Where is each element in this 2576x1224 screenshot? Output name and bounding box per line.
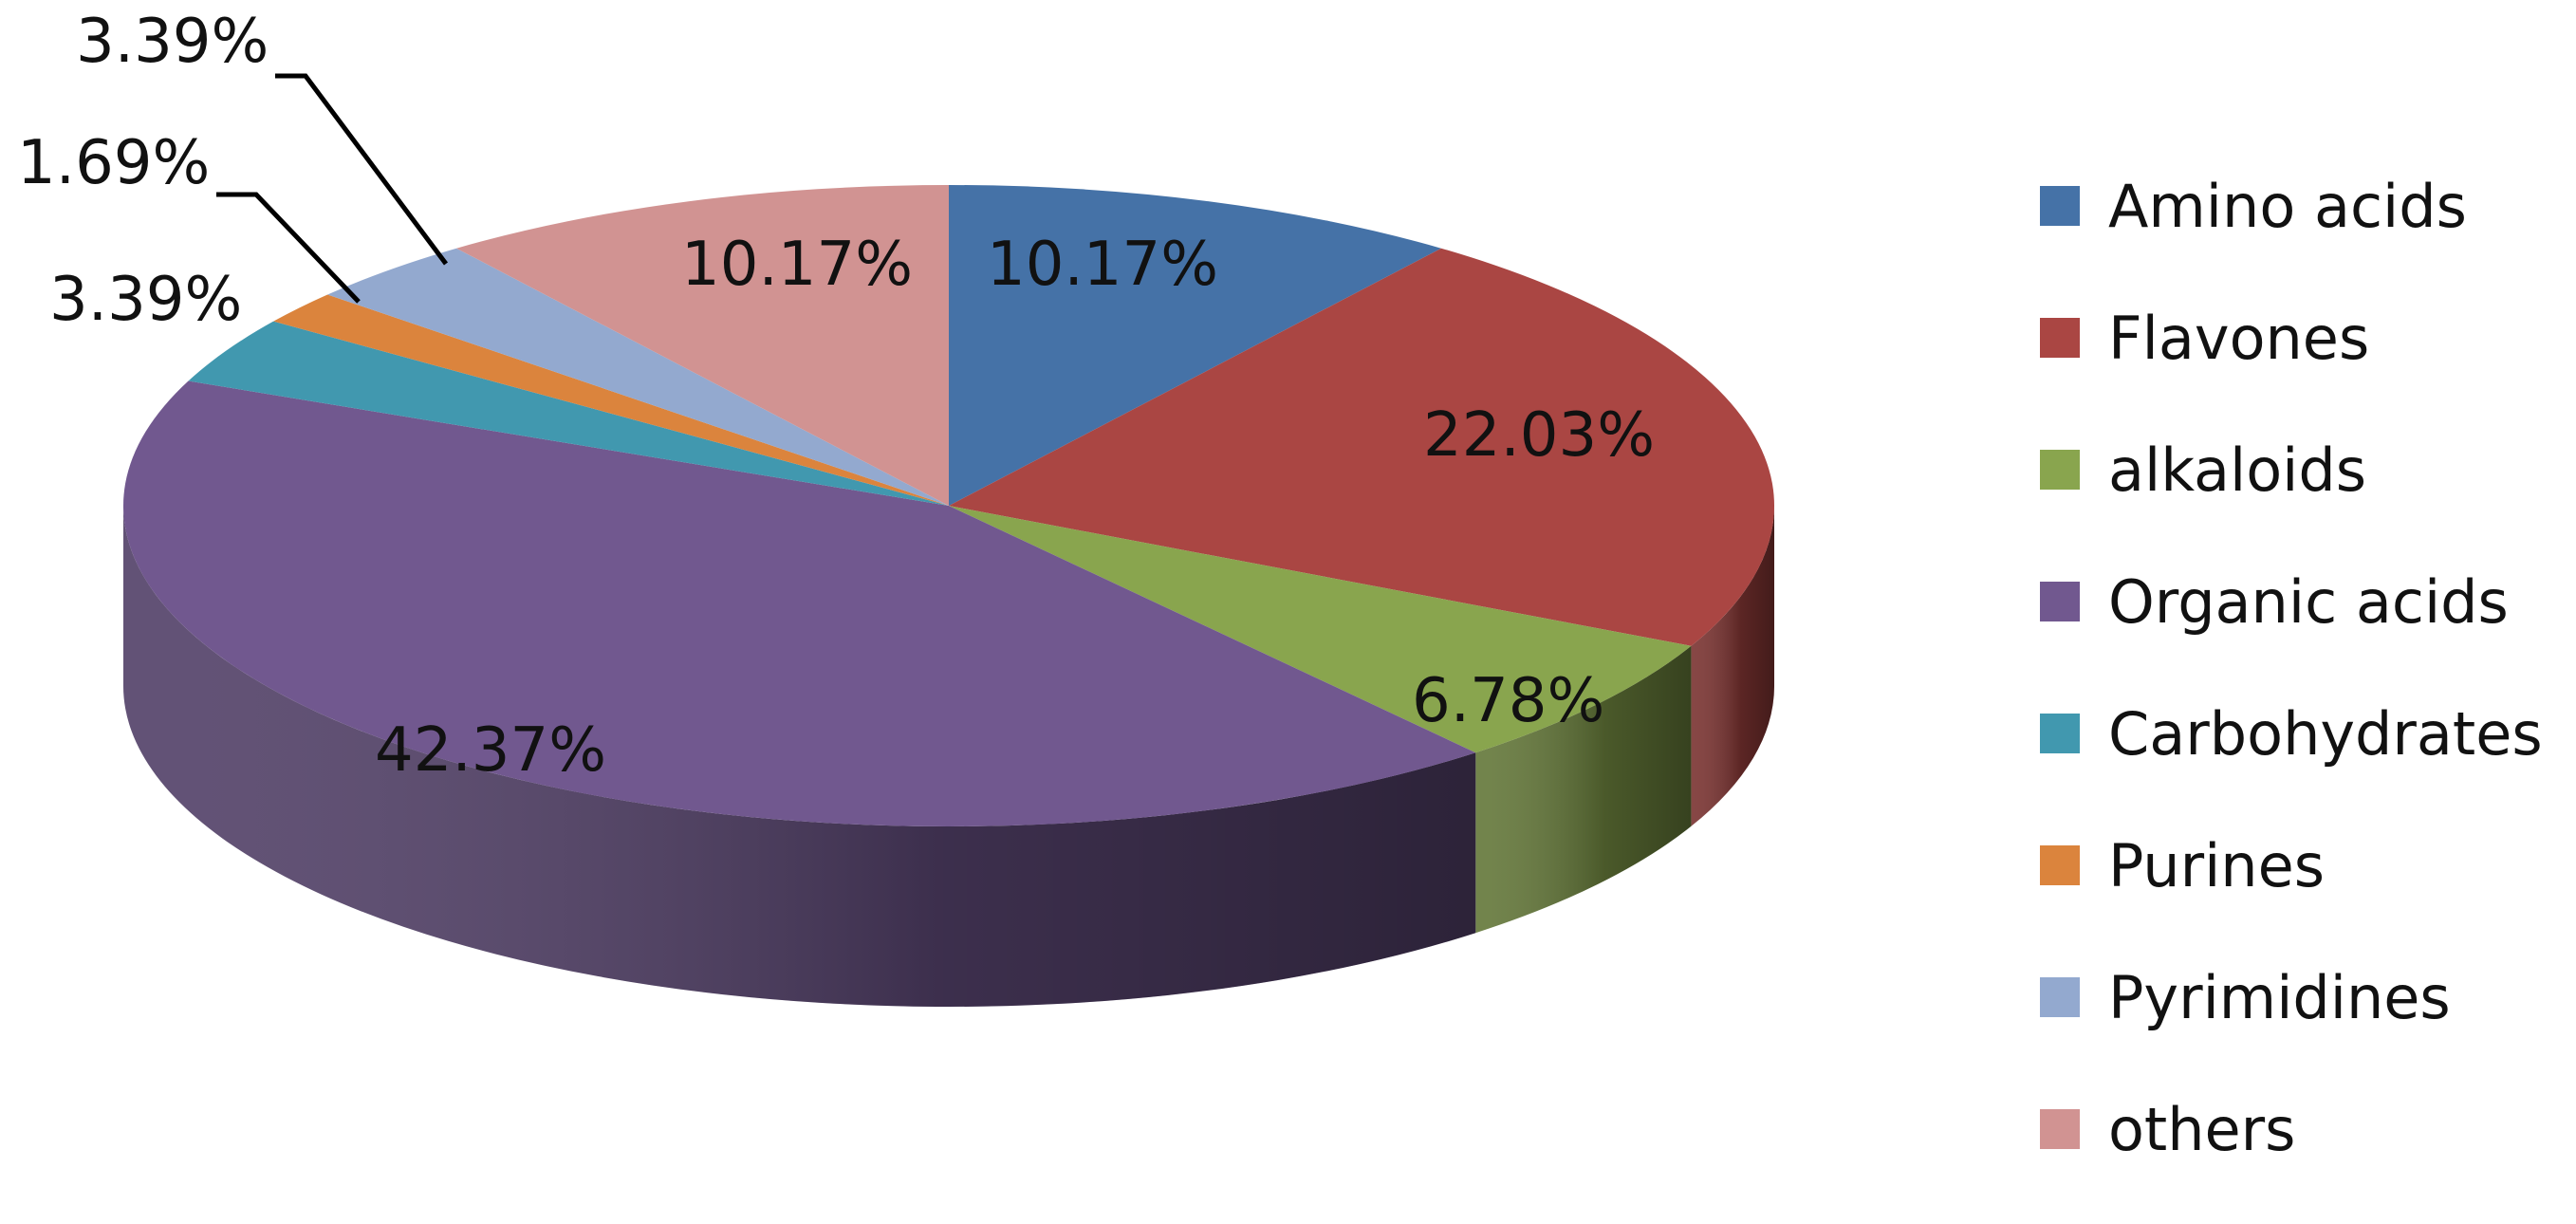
data-label-pyrimidines: 3.39%	[76, 7, 269, 77]
slice-organic-acids	[122, 380, 1476, 827]
legend-item-carbohydrates: Carbohydrates	[2040, 696, 2576, 828]
data-label-carbohydrates: 3.39%	[49, 265, 242, 335]
legend-item-alkaloids: alkaloids	[2040, 433, 2576, 565]
legend-item-purines: Purines	[2040, 828, 2576, 960]
legend-swatch	[2040, 845, 2080, 885]
slice-side-shade-alkaloids	[1475, 645, 1692, 934]
legend-label: others	[2108, 1095, 2296, 1164]
slice-flavones	[949, 248, 1774, 646]
legend-item-others: others	[2040, 1092, 2576, 1224]
slice-carbohydrates	[188, 321, 949, 506]
data-label-others: 10.17%	[681, 230, 913, 300]
slice-purines	[273, 294, 949, 506]
legend-item-organic-acids: Organic acids	[2040, 565, 2576, 696]
slice-pyrimidines	[327, 248, 950, 506]
legend-label: Amino acids	[2108, 172, 2467, 241]
leader-line-purines	[216, 192, 361, 304]
legend-swatch	[2040, 186, 2080, 226]
legend-item-amino-acids: Amino acids	[2040, 169, 2576, 301]
legend-label: Purines	[2108, 831, 2326, 900]
data-label-purines: 1.69%	[17, 128, 210, 198]
slice-side-shade-flavones	[1691, 506, 1774, 826]
legend-swatch	[2040, 977, 2080, 1017]
leader-lines	[216, 73, 449, 304]
pie-sides	[123, 506, 1774, 1007]
data-label-flavones: 22.03%	[1423, 400, 1655, 471]
slice-others	[456, 185, 949, 506]
slice-alkaloids	[949, 506, 1692, 753]
legend-swatch	[2040, 450, 2080, 490]
data-labels: 10.17% 22.03% 6.78% 42.37% 3.39% 1.69% 3.39% 10…	[17, 7, 1655, 786]
data-label-alkaloids: 6.78%	[1412, 666, 1604, 736]
pie-tops	[122, 185, 1774, 827]
legend: Amino acids Flavones alkaloids Organic acid…	[2040, 169, 2576, 1224]
data-label-organic-acids: 42.37%	[375, 715, 606, 786]
legend-label: Pyrimidines	[2108, 963, 2451, 1032]
legend-swatch	[2040, 714, 2080, 753]
legend-item-pyrimidines: Pyrimidines	[2040, 960, 2576, 1092]
data-label-amino-acids: 10.17%	[987, 230, 1218, 300]
legend-swatch	[2040, 318, 2080, 358]
slice-side-shade-organic-acids	[123, 506, 1476, 1007]
legend-swatch	[2040, 582, 2080, 621]
pie-chart: 10.17% 22.03% 6.78% 42.37% 3.39% 1.69% 3.39% 10…	[17, 7, 1774, 1007]
legend-label: Flavones	[2108, 304, 2370, 373]
legend-label: Carbohydrates	[2108, 699, 2543, 769]
legend-item-flavones: Flavones	[2040, 301, 2576, 433]
leader-line-pyrimidines	[275, 73, 449, 266]
legend-label: Organic acids	[2108, 567, 2509, 637]
slice-amino-acids	[949, 185, 1441, 506]
legend-swatch	[2040, 1109, 2080, 1149]
legend-label: alkaloids	[2108, 436, 2367, 505]
